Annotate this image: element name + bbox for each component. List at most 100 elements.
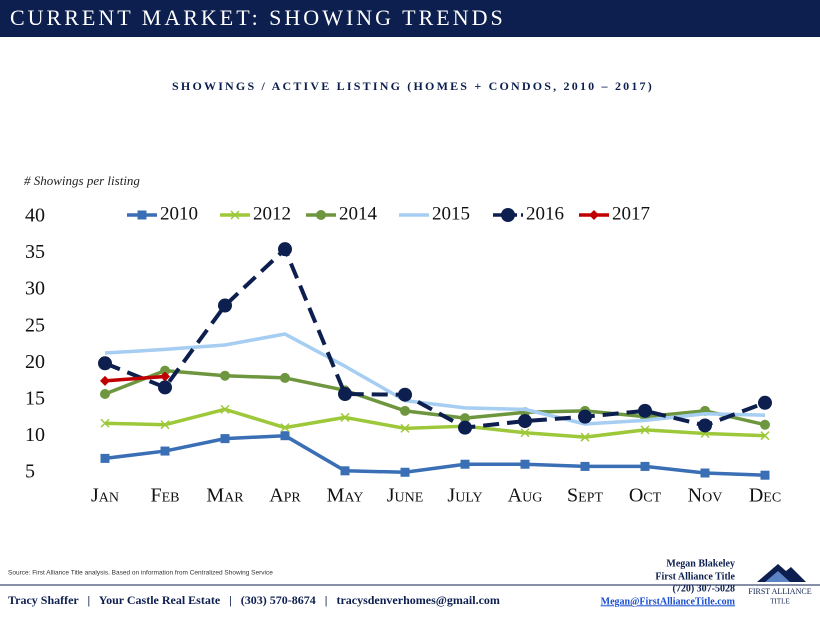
marker [220,434,230,444]
series-line [104,247,766,430]
marker [158,380,172,395]
series-line [104,374,166,383]
contact-email[interactable]: Megan@FirstAllianceTitle.com [601,596,736,607]
agent-line: Tracy Shaffer | Your Castle Real Estate … [8,593,500,607]
series [100,431,770,480]
series-line [104,433,766,477]
marker [580,461,590,471]
legend-marker [589,210,599,220]
marker [278,242,292,257]
legend-label: 2017 [612,203,650,224]
marker [698,418,712,433]
logo-mountain [757,564,806,582]
x-tick-label: Feb [150,485,179,507]
x-tick-label: May [327,485,364,507]
legend-label: 2016 [526,203,564,224]
x-tick-label: Mar [206,485,244,507]
marker [220,404,230,414]
marker [638,403,652,418]
legend-marker [501,208,515,222]
y-tick-label: 25 [25,314,45,336]
legend-marker [230,210,240,220]
marker [340,412,350,422]
y-tick-label: 30 [25,278,45,300]
marker [100,418,110,428]
x-tick-label: Aug [508,485,543,507]
marker [518,414,532,429]
marker [160,420,170,430]
logo-text: FIRST ALLIANCE [748,587,811,596]
legend-label: 2012 [253,203,291,224]
source-note: Source: First Alliance Title analysis. B… [8,570,273,577]
y-axis-label: # Showings per listing [24,173,140,188]
marker [760,470,770,480]
marker [160,365,170,376]
marker [280,423,290,433]
series-line [104,368,766,427]
legend-item: 2012 [220,203,291,224]
series [104,332,766,426]
marker [400,405,410,416]
marker [98,356,112,371]
marker [758,395,772,410]
logo: FIRST ALLIANCE TITLE [748,564,812,606]
series [100,365,770,430]
x-tick-label: Dec [749,485,781,507]
marker [338,387,352,402]
marker [160,446,170,456]
marker [100,375,110,386]
marker [640,425,650,435]
legend-marker [316,210,326,220]
y-tick-label: 5 [25,461,35,483]
marker [458,420,472,435]
marker [760,419,770,430]
marker [700,468,710,478]
marker [578,409,592,424]
marker [280,372,290,383]
marker [218,298,232,313]
legend-item: 2014 [306,203,378,224]
series [98,242,772,435]
y-tick-label: 40 [25,205,45,227]
x-tick-label: Nov [688,485,723,507]
marker [460,413,470,424]
series [100,404,770,442]
contact-name: Megan Blakeley [666,558,735,569]
marker [398,387,412,402]
contact-company: First Alliance Title [655,571,735,582]
x-tick-label: Apr [269,485,301,507]
marker [340,466,350,476]
logo-mountain-inner [765,571,790,582]
legend-marker [137,210,147,220]
x-tick-label: Oct [629,485,662,507]
marker [100,389,110,400]
series-line [104,332,766,426]
legend-item: 2017 [579,203,650,224]
marker [460,459,470,469]
x-tick-label: July [447,485,482,507]
marker [280,431,290,441]
series [100,371,170,386]
y-tick-label: 20 [25,351,45,373]
x-tick-label: Sept [567,485,603,507]
legend-item: 2010 [127,203,198,224]
marker [100,453,110,463]
legend-label: 2015 [432,203,470,224]
marker [400,467,410,477]
marker [520,459,530,469]
header-title: CURRENT MARKET: SHOWING TRENDS [10,5,506,30]
legend-label: 2010 [160,203,198,224]
y-tick-label: 15 [25,387,45,409]
x-tick-label: June [387,485,424,507]
marker [160,371,170,382]
y-tick-label: 10 [25,424,45,446]
logo-text: TITLE [770,598,789,606]
marker [520,428,530,438]
chart-title: SHOWINGS / ACTIVE LISTING (HOMES + CONDO… [172,79,654,93]
legend-label: 2014 [339,203,378,224]
legend-item: 2016 [493,203,564,224]
x-tick-label: Jan [91,485,119,507]
legend-item: 2015 [399,203,470,224]
